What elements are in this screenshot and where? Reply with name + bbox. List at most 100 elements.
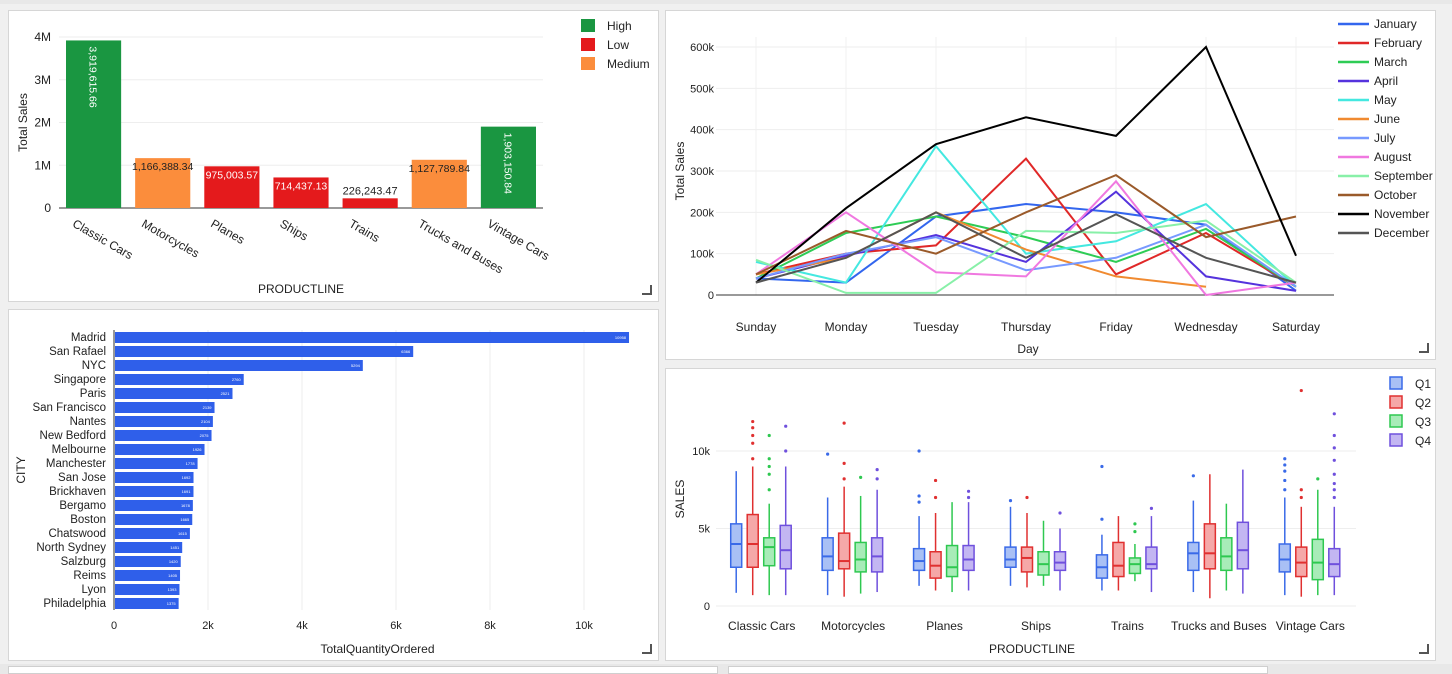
y-tick-label: 4M xyxy=(34,30,51,44)
y-tick-label: Lyon xyxy=(81,584,106,596)
x-tick-label: 0 xyxy=(111,620,117,632)
bar-value-label: 1665 xyxy=(180,517,190,522)
y-tick-label: Madrid xyxy=(71,332,106,344)
outlier-point xyxy=(1191,474,1195,478)
y-tick-label: 3M xyxy=(34,73,51,87)
outlier-point xyxy=(1008,499,1013,503)
box xyxy=(746,513,759,569)
legend-label: October xyxy=(1374,188,1417,202)
outlier-point xyxy=(1332,458,1336,462)
outlier-point xyxy=(1283,488,1287,492)
box xyxy=(1220,537,1233,572)
bar-value-label: 714,437.13 xyxy=(275,180,328,192)
series-line xyxy=(755,174,1297,276)
x-axis-title: Day xyxy=(1017,342,1038,356)
bottom-window-strip xyxy=(0,664,1452,674)
legend-label: June xyxy=(1374,112,1400,126)
y-tick-label: Boston xyxy=(70,514,106,526)
outlier-point xyxy=(1283,463,1287,467)
outlier-point xyxy=(1149,506,1154,510)
chart-panel-sales-boxplot: 0 5k 10k Classic Cars Motorcycles Planes Ships… xyxy=(665,368,1436,661)
x-tick-label: 2k xyxy=(202,620,214,632)
box xyxy=(1004,546,1017,569)
x-axis-title: PRODUCTLINE xyxy=(258,282,344,296)
bar-value-label: 1615 xyxy=(178,531,188,536)
bar-chart-svg: 0 1M 2M 3M 4M 3,919,615.66 Classic Cars 1,166,3… xyxy=(16,19,650,296)
y-axis-title: CITY xyxy=(14,456,28,483)
legend-label: Q3 xyxy=(1415,415,1431,429)
outlier-point xyxy=(1332,481,1336,486)
box xyxy=(870,537,884,573)
box xyxy=(779,524,792,570)
x-tick-label: Vintage Cars xyxy=(1276,619,1345,633)
outlier-point xyxy=(875,468,879,472)
chart-panel-sales-by-productline: 0 1M 2M 3M 4M 3,919,615.66 Classic Cars 1,166,3… xyxy=(8,10,659,302)
legend-label: September xyxy=(1374,169,1433,183)
resize-grip-icon[interactable] xyxy=(642,285,652,295)
outlier-point xyxy=(933,495,938,500)
bar xyxy=(115,556,181,567)
outlier-point xyxy=(767,464,771,469)
bar-value-label: 2139 xyxy=(203,405,213,410)
x-tick-label: Friday xyxy=(1099,320,1132,334)
y-tick-label: 1M xyxy=(34,158,51,172)
bar-value-label: 1692 xyxy=(182,475,192,480)
bar-value-label: 2104 xyxy=(201,419,211,424)
legend-label: August xyxy=(1374,150,1412,164)
box xyxy=(1112,541,1125,578)
legend-swatch xyxy=(581,57,595,70)
y-tick-label: 2M xyxy=(34,116,51,130)
resize-grip-icon[interactable] xyxy=(642,644,652,654)
outlier-point xyxy=(1133,522,1137,526)
legend-label: January xyxy=(1374,17,1417,31)
y-tick-label: San Rafael xyxy=(49,346,106,358)
bar xyxy=(115,472,194,483)
y-tick-label: 0 xyxy=(708,290,714,302)
outlier-point xyxy=(859,475,863,479)
outlier-point xyxy=(1332,495,1336,500)
legend-swatch xyxy=(581,19,595,32)
bar xyxy=(115,430,212,441)
bar-value-label: 10958 xyxy=(615,335,627,340)
legend-label: Q1 xyxy=(1415,377,1431,391)
y-tick-label: Singapore xyxy=(54,374,106,386)
outlier-point xyxy=(784,449,788,453)
x-tick-label: Ships xyxy=(1021,619,1051,633)
bottom-tab-left[interactable] xyxy=(8,666,718,674)
legend-label: February xyxy=(1374,36,1422,50)
y-axis-title: Total Sales xyxy=(673,142,687,201)
x-tick-label: Planes xyxy=(926,619,963,633)
resize-grip-icon[interactable] xyxy=(1419,644,1429,654)
y-tick-label: 5k xyxy=(698,524,710,536)
bar xyxy=(115,584,180,595)
x-tick-label: 8k xyxy=(484,620,496,632)
box-chart-svg: 0 5k 10k Classic Cars Motorcycles Planes Ships… xyxy=(673,376,1431,656)
y-tick-label: Melbourne xyxy=(52,444,106,456)
box xyxy=(854,541,867,573)
series-line xyxy=(755,215,1297,288)
legend-label: High xyxy=(607,19,632,33)
legend-swatch xyxy=(581,38,595,51)
bar xyxy=(115,332,630,343)
bar-value-label: 1393 xyxy=(168,587,178,592)
resize-grip-icon[interactable] xyxy=(1419,343,1429,353)
outlier-point xyxy=(751,457,755,461)
box xyxy=(1145,546,1158,570)
bar-value-label: 1778 xyxy=(186,461,196,466)
box xyxy=(1236,521,1250,570)
x-tick-label: Trains xyxy=(1111,619,1144,633)
outlier-point xyxy=(1332,433,1336,438)
outlier-point xyxy=(767,488,771,492)
x-tick-label: Saturday xyxy=(1272,320,1320,334)
box xyxy=(1328,547,1341,578)
bar xyxy=(115,486,194,497)
outlier-point xyxy=(1100,464,1104,469)
outlier-point xyxy=(1299,495,1303,500)
y-tick-label: Chatswood xyxy=(48,528,106,540)
outlier-point xyxy=(917,494,921,498)
bar-value-label: 5294 xyxy=(351,363,361,368)
box xyxy=(912,547,926,572)
bottom-tab-right[interactable] xyxy=(728,666,1268,674)
x-tick-label: Planes xyxy=(208,216,247,246)
bar xyxy=(115,570,181,581)
